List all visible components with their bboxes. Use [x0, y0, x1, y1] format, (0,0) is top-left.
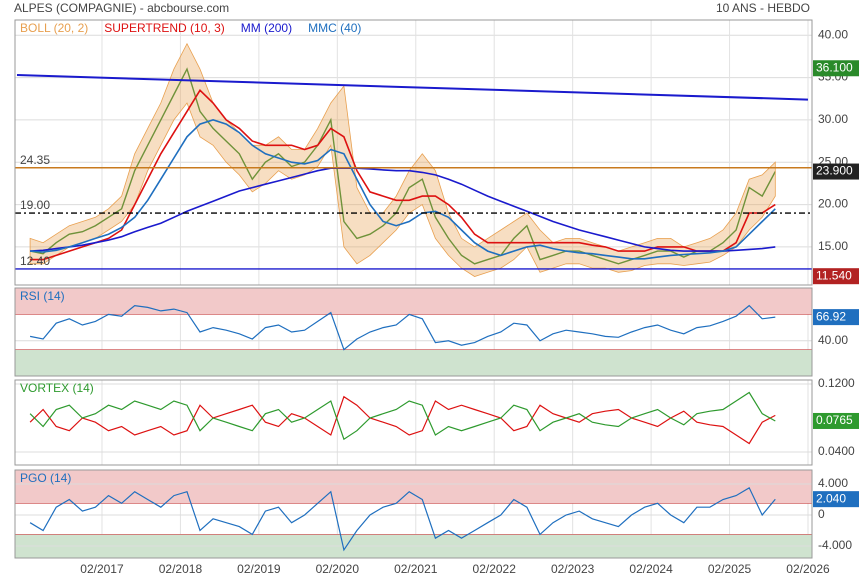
series-line	[30, 89, 776, 261]
indicator-line	[29, 304, 776, 351]
x-tick-label: 02/2023	[551, 562, 595, 576]
y-tick-label: 40.00	[818, 333, 848, 347]
series-line	[30, 167, 776, 252]
y-tick-label: 0.0400	[818, 444, 855, 458]
indicator-line	[29, 391, 776, 441]
y-tick-label: 30.00	[818, 112, 848, 126]
value-badge: 0.0765	[816, 413, 853, 427]
y-tick-label: 0	[818, 507, 825, 521]
chart-subtitle: 10 ANS - HEBDO	[716, 1, 810, 15]
price-badge-bg	[813, 163, 859, 180]
legend-entry: SUPERTREND (10, 3)	[104, 21, 224, 35]
value-badge: 2.040	[816, 491, 846, 505]
panel-frame	[14, 19, 813, 286]
value-badge-bg	[813, 491, 859, 508]
zone-band	[15, 349, 812, 376]
chart-title: ALPES (COMPAGNIE) - abcbourse.com	[14, 1, 229, 15]
y-tick-label: 20.00	[818, 197, 848, 211]
price-badge-bg	[813, 60, 859, 77]
price-badge: 36.100	[816, 60, 853, 74]
panel-frame	[14, 469, 813, 559]
x-tick-label: 02/2024	[629, 562, 673, 576]
level-label: 12.40	[20, 254, 50, 268]
y-tick-label: 0.1200	[818, 376, 855, 390]
price-badge: 11.540	[816, 268, 852, 282]
value-badge-bg	[813, 309, 859, 326]
y-tick-label: 4.000	[818, 476, 848, 490]
trend-line	[16, 74, 809, 101]
indicator-line	[29, 486, 776, 552]
panel-title: VORTEX (14)	[20, 381, 94, 395]
level-label: 19.00	[20, 198, 50, 212]
panel-bg	[15, 20, 812, 285]
x-tick-label: 02/2022	[473, 562, 517, 576]
panel-title: RSI (14)	[20, 289, 65, 303]
y-tick-label: -4.000	[818, 538, 852, 552]
zone-band	[15, 470, 812, 504]
x-tick-label: 02/2020	[316, 562, 360, 576]
price-badge-bg	[813, 268, 859, 285]
price-badge: 23.900	[816, 164, 853, 178]
value-badge: 66.92	[816, 309, 846, 323]
x-tick-label: 02/2018	[159, 562, 203, 576]
legend-entry: BOLL (20, 2)	[20, 21, 88, 35]
y-tick-label: 15.00	[818, 239, 848, 253]
x-tick-label: 02/2017	[80, 562, 124, 576]
legend-entry: MM (200)	[241, 21, 292, 35]
indicator-line	[29, 395, 776, 445]
panel-frame	[14, 379, 813, 466]
panel-title: PGO (14)	[20, 471, 71, 485]
value-badge-bg	[813, 412, 859, 429]
x-tick-label: 02/2026	[786, 562, 830, 576]
legend-entry: MMC (40)	[308, 21, 361, 35]
panel-frame	[14, 287, 813, 377]
y-tick-label: 40.00	[818, 27, 848, 41]
series-line	[30, 119, 776, 260]
x-tick-label: 02/2021	[394, 562, 438, 576]
x-tick-label: 02/2025	[708, 562, 752, 576]
x-tick-label: 02/2019	[237, 562, 281, 576]
level-label: 24.35	[20, 153, 50, 167]
zone-band	[15, 288, 812, 315]
